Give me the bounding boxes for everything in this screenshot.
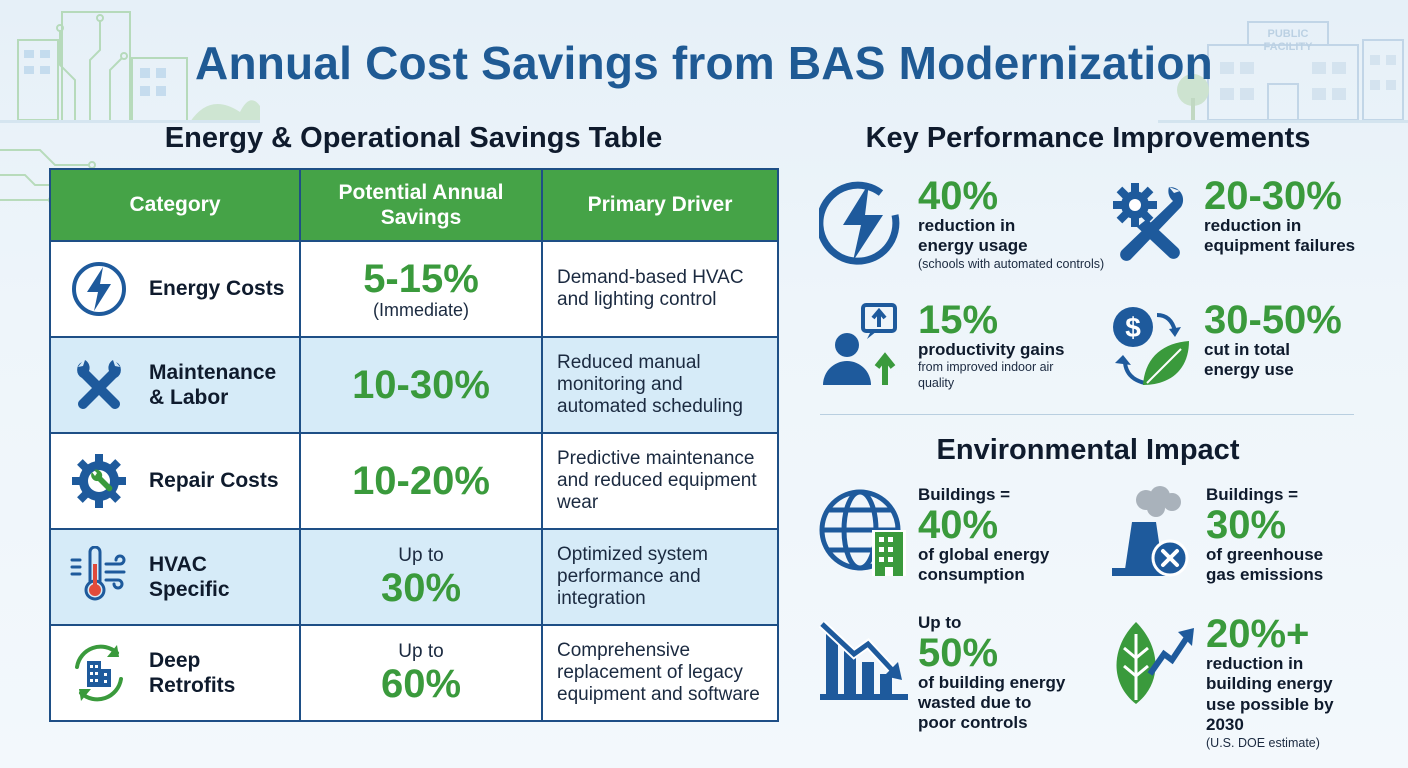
- table-header-row: Category Potential Annual Savings Primar…: [49, 168, 779, 242]
- driver-label: Optimized system performance and integra…: [557, 543, 708, 610]
- category-label: HVAC Specific: [149, 552, 230, 601]
- kpi-value: 20-30%: [1204, 174, 1342, 218]
- driver-text: Comprehensive replacement of legacy equi…: [541, 624, 779, 722]
- kpi-desc: productivity gains: [918, 340, 1065, 359]
- dollar-leaf-icon: $: [1104, 300, 1196, 392]
- kpi-item-energy-cut: $ 30-50% cut in total energy use: [1104, 300, 1342, 392]
- category-label: Deep Retrofits: [149, 648, 236, 697]
- driver-label: Demand-based HVAC and lighting control: [557, 266, 744, 310]
- savings-table: Category Potential Annual Savings Primar…: [49, 168, 779, 722]
- table-row: Energy Costs 5-15% (Immediate) Demand-ba…: [49, 240, 779, 338]
- savings-value: 30%: [380, 566, 462, 611]
- env-value: 50%: [918, 630, 999, 675]
- env-item-emissions: Buildings = 30% of greenhouse gas emissi…: [1106, 485, 1336, 585]
- env-value: 40%: [918, 502, 999, 547]
- kpi-value: 30-50%: [1204, 298, 1342, 342]
- env-note: (U.S. DOE estimate): [1206, 735, 1320, 750]
- env-value: 30%: [1206, 502, 1287, 547]
- driver-label: Comprehensive replacement of legacy equi…: [557, 639, 760, 706]
- kpi-value: 40%: [918, 174, 999, 218]
- header-savings: Potential Annual Savings: [299, 168, 543, 242]
- savings-value: 5-15%: [363, 256, 479, 301]
- kpi-title: Key Performance Improvements: [865, 122, 1311, 154]
- kpi-desc: reduction in energy usage: [918, 216, 1028, 256]
- table-title: Energy & Operational Savings Table: [164, 122, 663, 154]
- env-desc: of building energy wasted due to poor co…: [918, 672, 1066, 733]
- env-item-energy: Buildings = 40% of global energy consump…: [818, 485, 1058, 585]
- lightning-bolt-icon: [818, 176, 910, 268]
- driver-text: Predictive maintenance and reduced equip…: [541, 432, 779, 530]
- savings-prefix: Up to: [398, 640, 444, 662]
- building-recycle-icon: [67, 641, 131, 705]
- page-title: Annual Cost Savings from BAS Modernizati…: [195, 37, 1213, 89]
- kpi-note: from improved indoor air quality: [918, 360, 1054, 391]
- env-prefix: Buildings =: [918, 485, 1011, 504]
- gear-wrench-icon: [67, 449, 131, 513]
- kpi-item-energy: 40% reduction in energy usage (schools w…: [818, 176, 1104, 272]
- environment-title: Environmental Impact: [936, 434, 1240, 466]
- driver-text: Optimized system performance and integra…: [541, 528, 779, 626]
- env-prefix: Buildings =: [1206, 485, 1299, 504]
- env-item-reduction: 20%+ reduction in building energy use po…: [1106, 614, 1366, 751]
- svg-text:$: $: [1125, 312, 1141, 343]
- declining-chart-icon: [818, 614, 910, 706]
- kpi-item-failures: 20-30% reduction in equipment failures: [1104, 176, 1374, 268]
- savings-value: 10-30%: [352, 363, 490, 407]
- kpi-desc: reduction in equipment failures: [1204, 216, 1356, 256]
- driver-text: Demand-based HVAC and lighting control: [541, 240, 779, 338]
- savings-value: 10-20%: [352, 459, 490, 503]
- kpi-note: (schools with automated controls): [918, 256, 1105, 271]
- factory-emissions-icon: [1106, 486, 1198, 578]
- savings-value: 60%: [380, 662, 462, 707]
- env-desc: of greenhouse gas emissions: [1206, 544, 1324, 585]
- wrench-screwdriver-icon: [67, 353, 131, 417]
- kpi-value: 15%: [918, 298, 999, 342]
- thermometer-airflow-icon: [67, 545, 131, 609]
- driver-text: Reduced manual monitoring and automated …: [541, 336, 779, 434]
- category-label: Maintenance & Labor: [149, 360, 277, 409]
- category-label: Repair Costs: [149, 469, 279, 493]
- lightning-bolt-icon: [67, 257, 131, 321]
- table-row: Repair Costs 10-20% Predictive maintenan…: [49, 432, 779, 530]
- category-label: Energy Costs: [149, 277, 285, 301]
- savings-prefix: Up to: [398, 544, 444, 566]
- kpi-item-productivity: 15% productivity gains from improved ind…: [818, 300, 1064, 392]
- table-row: HVAC Specific Up to 30% Optimized system…: [49, 528, 779, 626]
- table-row: Deep Retrofits Up to 60% Comprehensive r…: [49, 624, 779, 722]
- header-driver: Primary Driver: [541, 168, 779, 242]
- env-item-waste: Up to 50% of building energy wasted due …: [818, 613, 1068, 734]
- env-prefix: Up to: [918, 613, 962, 632]
- wrench-gear-icon: [1104, 176, 1196, 268]
- kpi-desc: cut in total energy use: [1204, 340, 1294, 380]
- env-value: 20%+: [1206, 612, 1310, 656]
- section-divider: [820, 414, 1354, 415]
- savings-note: (Immediate): [372, 299, 470, 320]
- person-growth-icon: [818, 300, 910, 392]
- leaf-arrow-icon: [1106, 614, 1198, 706]
- header-savings-label: Potential Annual Savings: [338, 180, 504, 229]
- env-desc: of global energy consumption: [918, 544, 1050, 585]
- env-desc: reduction in building energy use possibl…: [1206, 654, 1334, 735]
- header-category: Category: [49, 168, 301, 242]
- driver-label: Reduced manual monitoring and automated …: [557, 351, 743, 418]
- globe-building-icon: [818, 486, 910, 578]
- table-row: Maintenance & Labor 10-30% Reduced manua…: [49, 336, 779, 434]
- driver-label: Predictive maintenance and reduced equip…: [557, 447, 757, 514]
